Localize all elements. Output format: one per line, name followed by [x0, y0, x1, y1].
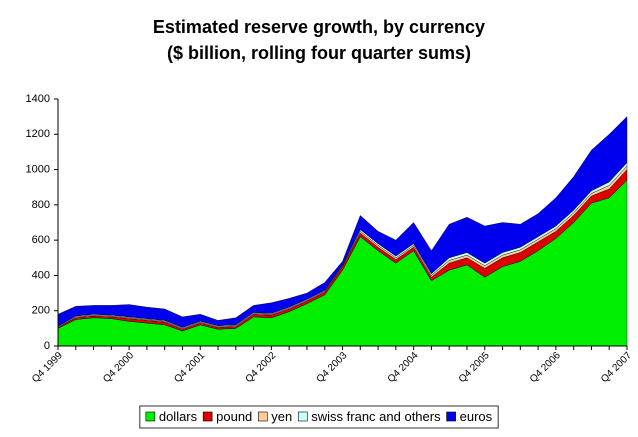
chart-subtitle: ($ billion, rolling four quarter sums) — [167, 43, 471, 63]
x-tick-label: Q4 2005 — [457, 350, 492, 385]
y-tick-label: 1400 — [26, 93, 50, 105]
y-tick-label: 400 — [32, 269, 50, 281]
legend-swatch — [446, 411, 456, 422]
legend-label: euros — [460, 409, 493, 424]
legend-swatch — [297, 411, 308, 422]
y-tick-label: 1200 — [26, 128, 50, 140]
y-tick-label: 600 — [32, 234, 50, 246]
legend-label: swiss franc and others — [311, 409, 441, 424]
x-tick-label: Q4 2003 — [315, 350, 350, 385]
legend-swatch — [258, 411, 268, 422]
chart-title: Estimated reserve growth, by currency — [153, 17, 485, 37]
y-tick-label: 1000 — [26, 163, 50, 175]
x-tick-label: Q4 2000 — [101, 350, 136, 385]
x-tick-label: Q4 2004 — [386, 350, 421, 385]
y-tick-label: 200 — [32, 305, 50, 317]
legend-box — [139, 405, 499, 429]
legend-label: pound — [216, 409, 252, 424]
x-tick-label: Q4 1999 — [30, 350, 65, 385]
x-tick-label: Q4 2002 — [243, 350, 278, 385]
x-tick-label: Q4 2001 — [172, 350, 207, 385]
x-tick-label: Q4 2006 — [528, 350, 563, 385]
area — [57, 116, 628, 328]
x-tick-label: Q4 2007 — [599, 350, 634, 385]
legend-swatch — [145, 411, 156, 422]
legend-swatch — [202, 411, 213, 422]
legend-label: yen — [271, 409, 292, 424]
y-tick-label: 800 — [32, 199, 50, 211]
legend-label: dollars — [159, 409, 198, 424]
y-tick-label: 0 — [44, 340, 50, 352]
legend: dollars pound yen swiss franc and others eur… — [139, 405, 499, 429]
